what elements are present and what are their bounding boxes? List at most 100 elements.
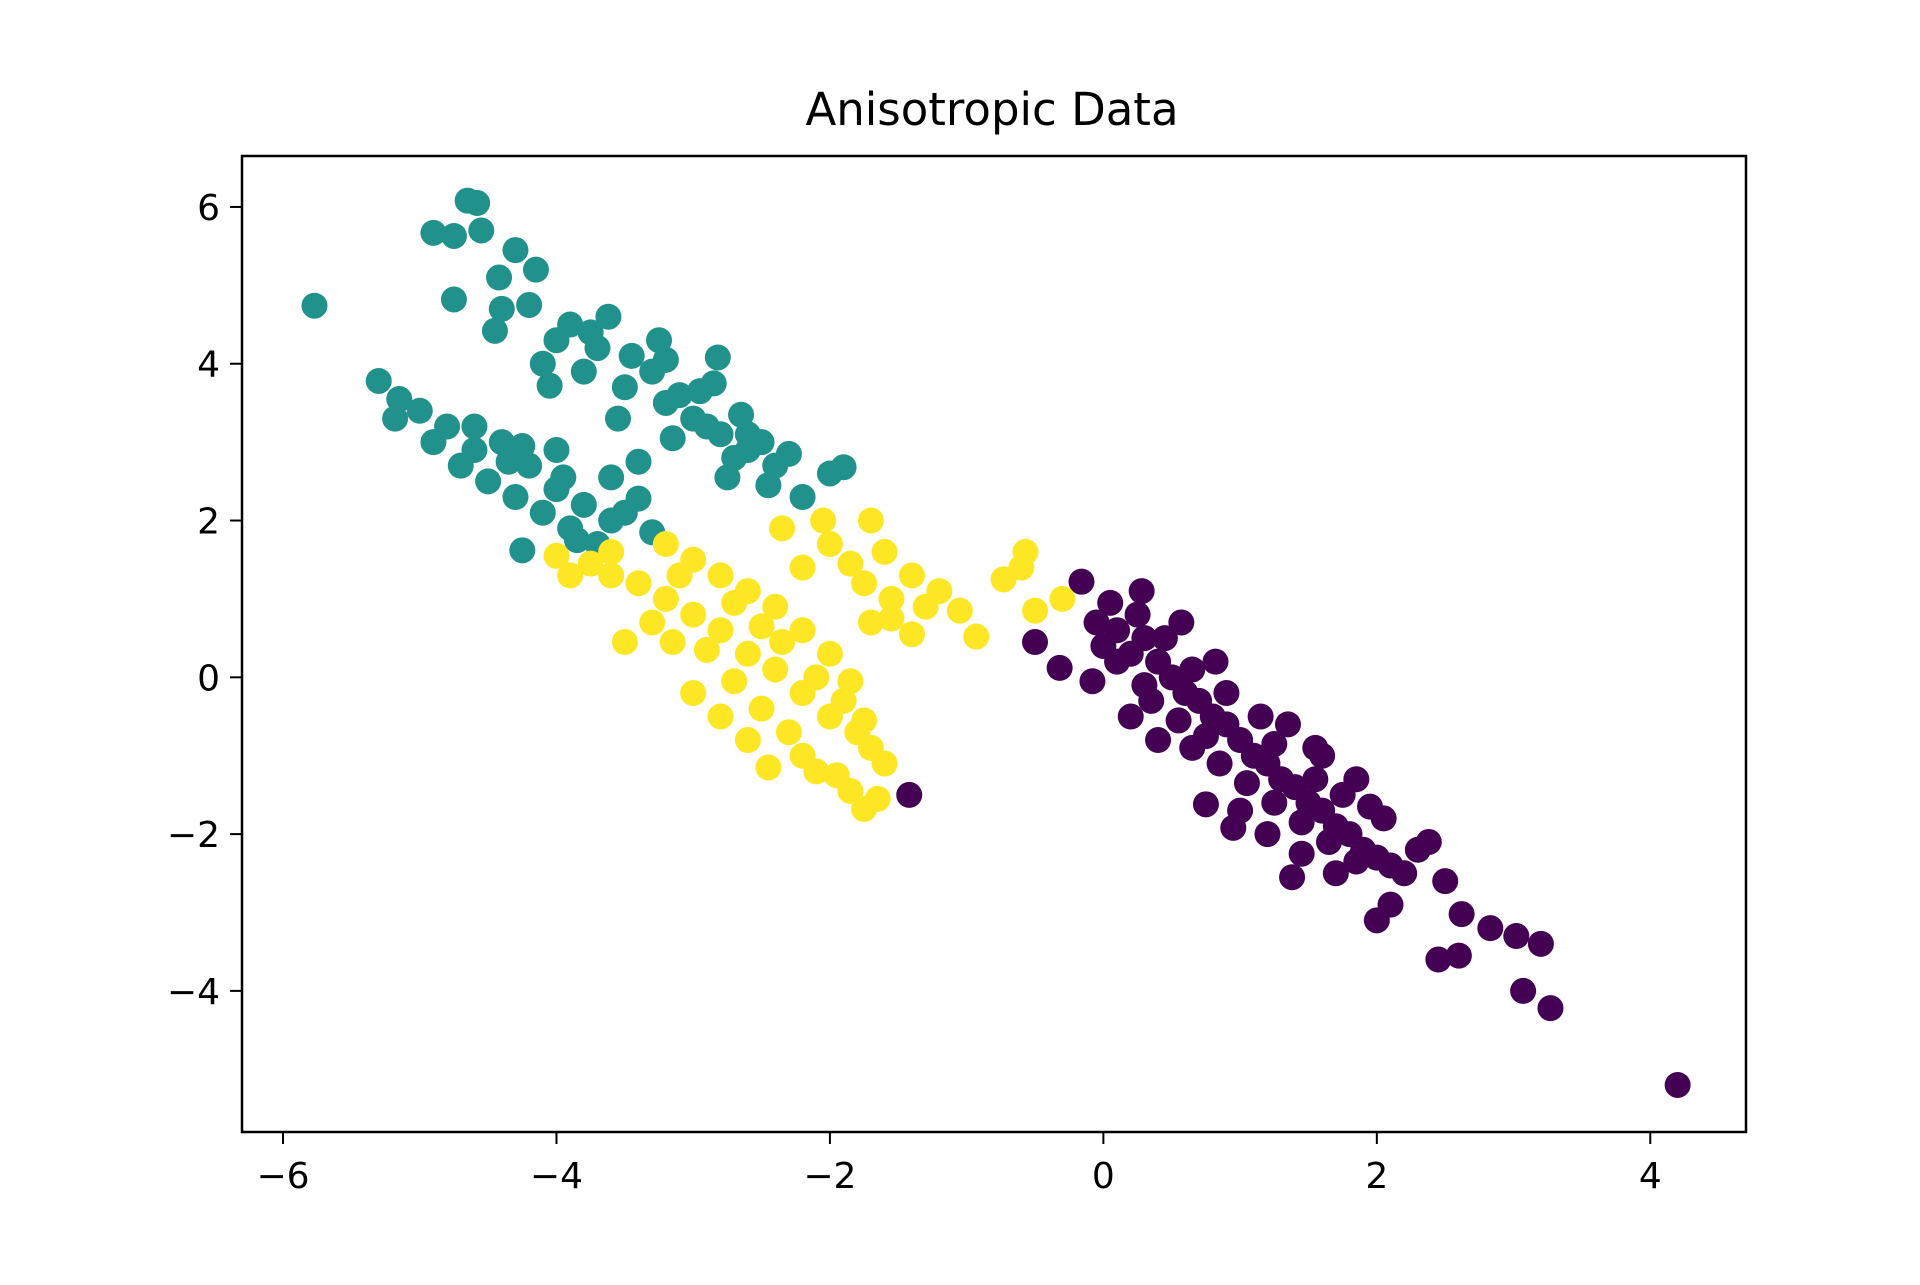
scatter-point	[748, 695, 775, 722]
scatter-point	[1079, 668, 1106, 695]
scatter-point	[789, 484, 816, 511]
scatter-point	[461, 413, 488, 440]
scatter-point	[1425, 946, 1452, 973]
x-tick-label: −4	[530, 1156, 583, 1197]
scatter-point	[536, 372, 563, 399]
scatter-point	[1049, 585, 1076, 612]
scatter-point	[598, 538, 625, 565]
scatter-point	[946, 597, 973, 624]
points-layer	[301, 187, 1691, 1098]
scatter-point	[1192, 791, 1219, 818]
scatter-point	[598, 464, 625, 491]
scatter-point	[502, 237, 529, 264]
scatter-point	[1128, 578, 1155, 605]
scatter-point	[1357, 793, 1383, 820]
x-tick-label: 0	[1092, 1156, 1115, 1197]
scatter-point	[529, 499, 556, 526]
scatter-point	[1254, 821, 1281, 848]
scatter-point	[775, 440, 802, 467]
scatter-point	[755, 754, 782, 781]
scatter-point	[734, 421, 761, 448]
scatter-point	[611, 629, 638, 656]
scatter-point	[1151, 625, 1178, 652]
y-tick-label: 4	[197, 345, 220, 386]
scatter-point	[728, 401, 755, 428]
scatter-point	[721, 444, 748, 471]
scatter-point	[851, 570, 878, 597]
chart-title: Anisotropic Data	[805, 83, 1178, 136]
scatter-point	[509, 433, 536, 460]
scatter-point	[522, 256, 549, 283]
scatter-point	[618, 342, 645, 369]
scatter-point	[1202, 648, 1229, 675]
scatter-point	[871, 750, 898, 777]
scatter-point	[1510, 977, 1537, 1004]
scatter-point	[693, 413, 720, 440]
scatter-point	[516, 452, 543, 479]
x-tick-label: −2	[803, 1156, 856, 1197]
scatter-point	[1022, 597, 1049, 624]
scatter-point	[434, 413, 461, 440]
scatter-point	[837, 668, 864, 695]
scatter-point	[871, 538, 898, 565]
scatter-point	[516, 291, 543, 318]
x-tick-label: −6	[256, 1156, 309, 1197]
scatter-point	[598, 562, 625, 589]
scatter-point	[1309, 742, 1336, 769]
scatter-point	[365, 367, 392, 394]
scatter-point	[748, 613, 775, 640]
scatter-point	[1104, 648, 1131, 675]
scatter-point	[704, 344, 731, 371]
scatter-point	[896, 781, 923, 808]
scatter-point	[1022, 629, 1049, 656]
scatter-point	[1404, 836, 1431, 863]
scatter-point	[1117, 703, 1144, 730]
scatter-point	[611, 374, 638, 401]
scatter-point	[666, 562, 693, 589]
scatter-point	[646, 327, 673, 354]
scatter-point	[1131, 625, 1158, 652]
scatter-point	[1448, 901, 1475, 928]
scatter-point	[659, 629, 686, 656]
scatter-point	[543, 327, 570, 354]
scatter-point	[769, 629, 796, 656]
scatter-point	[1527, 930, 1554, 957]
scatter-point	[440, 222, 467, 249]
scatter-point	[912, 593, 939, 620]
scatter-point	[851, 796, 878, 823]
scatter-point	[721, 668, 748, 695]
scatter-point	[557, 562, 584, 589]
scatter-point	[1288, 840, 1315, 867]
scatter-point	[1192, 723, 1219, 750]
scatter-point	[1097, 589, 1124, 616]
scatter-point	[1227, 797, 1254, 824]
scatter-point	[687, 378, 714, 405]
y-tick-label: 0	[197, 658, 220, 699]
scatter-point	[789, 679, 816, 706]
scatter-point	[488, 295, 515, 322]
y-axis: −4 −2 0 2 4 6	[167, 188, 242, 1013]
scatter-point	[1083, 609, 1110, 636]
scatter-point	[1279, 864, 1306, 891]
scatter-point	[816, 703, 843, 730]
scatter-point	[789, 554, 816, 581]
scatter-point	[837, 777, 864, 804]
scatter-point	[1124, 601, 1151, 628]
scatter-point	[1343, 848, 1370, 875]
scatter-point	[529, 350, 556, 377]
scatter-point	[898, 562, 925, 589]
scatter-point	[1131, 672, 1158, 699]
scatter-point	[659, 425, 686, 452]
scatter-point	[1046, 654, 1073, 681]
scatter-point	[406, 397, 433, 424]
scatter-point	[1233, 770, 1260, 797]
scatter-point	[1179, 656, 1206, 683]
scatter-point	[803, 758, 830, 785]
scatter-point	[1537, 995, 1564, 1022]
scatter-point	[440, 286, 467, 313]
scatter-point	[775, 719, 802, 746]
scatter-point	[721, 589, 748, 616]
plot-frame	[240, 154, 1748, 1134]
